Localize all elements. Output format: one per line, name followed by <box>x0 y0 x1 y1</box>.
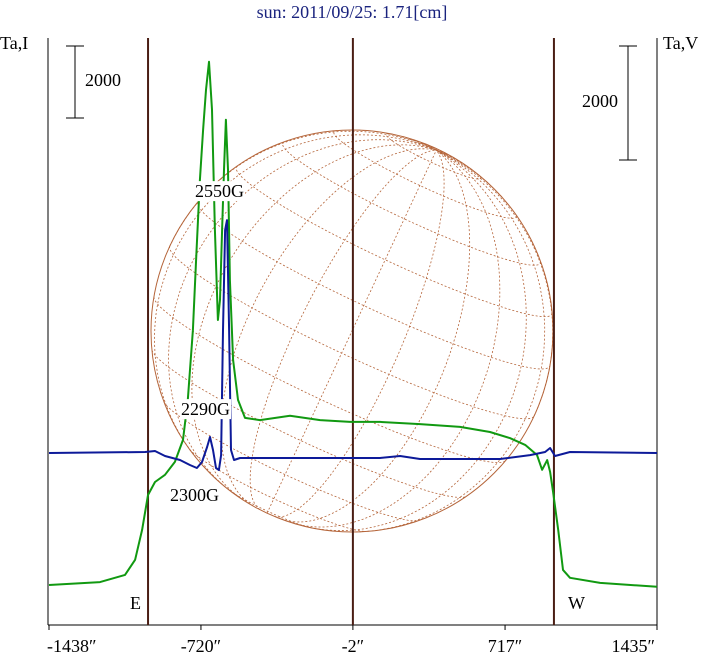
globe-grid <box>154 134 437 458</box>
annotation-bg <box>180 399 231 420</box>
globe-grid <box>163 401 419 522</box>
globe-grid <box>249 149 437 510</box>
globe-grid <box>385 133 482 180</box>
globe-grid <box>189 449 366 532</box>
annotation-bg <box>169 485 220 506</box>
scale-label: 2000 <box>85 70 121 90</box>
series-line <box>48 219 658 471</box>
annotation: 2300G <box>170 485 219 505</box>
annotation-bg <box>194 181 245 202</box>
globe-grid <box>436 149 442 152</box>
globe-grid <box>235 165 553 317</box>
globe-grid <box>294 149 501 528</box>
scale-label: 2000 <box>582 91 618 111</box>
globe-grid <box>436 149 447 154</box>
globe-grid <box>191 144 437 499</box>
globe-grid <box>436 149 554 417</box>
globe-grid <box>333 130 517 219</box>
x-tick-label: -720″ <box>181 636 222 656</box>
y-axis-label: Ta,I <box>0 33 28 53</box>
x-tick-label: 1435″ <box>612 636 656 656</box>
globe-grid <box>358 129 437 151</box>
globe-grid <box>197 202 551 370</box>
globe-grid <box>310 149 527 532</box>
chart-title: sun: 2011/09/25: 1.71[cm] <box>257 2 448 22</box>
globe-grid <box>220 148 437 507</box>
globe-grid <box>266 150 437 514</box>
annotation: 2290G <box>181 399 230 419</box>
series-line <box>48 60 658 588</box>
x-tick-label: -1438″ <box>47 636 97 656</box>
globe-grid <box>151 350 466 498</box>
globe-grid <box>168 139 437 490</box>
globe-grid <box>436 149 502 198</box>
annotation: 2550G <box>195 181 244 201</box>
x-tick-label: 717″ <box>488 636 523 656</box>
y2-axis-label: Ta,V <box>663 33 698 53</box>
globe-grid <box>436 149 469 168</box>
globe-grid <box>274 149 445 518</box>
globe-grid <box>281 149 471 523</box>
limb-label: E <box>130 593 141 613</box>
globe-grid <box>355 149 546 533</box>
x-tick-label: -2″ <box>342 636 365 656</box>
limb-label: W <box>568 593 585 613</box>
